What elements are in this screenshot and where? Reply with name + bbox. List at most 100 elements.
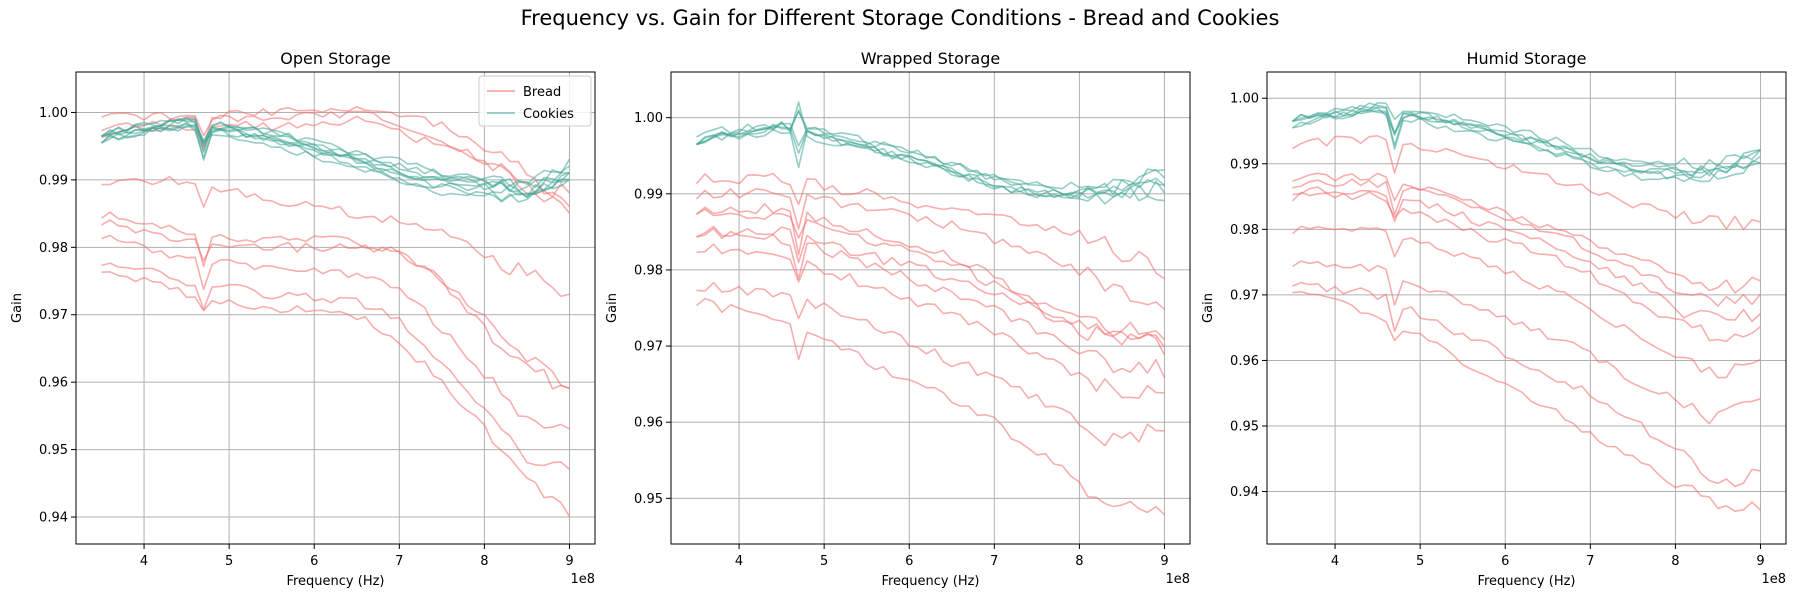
chart-panel-2: 4 5 6 7 8 9 0.95 0.96 0.97 0.98 0.99 1.00 Wrapped St… xyxy=(605,49,1191,589)
x-axis-label: Frequency (Hz) xyxy=(286,574,384,589)
x-tick-label: 5 xyxy=(1416,554,1424,569)
chart-title: Humid Storage xyxy=(1466,49,1586,68)
bread-series-line xyxy=(695,172,1165,280)
bread-series-line xyxy=(696,208,1166,348)
y-tick-label: 1.00 xyxy=(39,106,68,121)
y-tick-label: 0.94 xyxy=(39,511,68,526)
x-axis-offset-label: 1e8 xyxy=(570,572,595,587)
x-tick-label: 8 xyxy=(480,554,488,569)
bread-series-line xyxy=(1291,225,1761,379)
bread-series-line xyxy=(1292,290,1762,512)
y-tick-label: 0.95 xyxy=(39,443,68,458)
bread-series-line xyxy=(101,234,570,430)
x-tick-label: 9 xyxy=(1756,554,1764,569)
bread-series-line xyxy=(1292,135,1761,231)
bread-series-line xyxy=(695,203,1166,341)
legend: Bread Cookies xyxy=(478,75,592,127)
y-tick-label: 0.95 xyxy=(634,492,663,507)
bread-series-line xyxy=(695,297,1166,516)
cookies-series-line xyxy=(1292,109,1761,176)
cookies-series-line xyxy=(1292,107,1761,183)
bread-series-line xyxy=(101,219,570,390)
y-tick-label: 0.97 xyxy=(634,340,663,355)
x-tick-label: 6 xyxy=(1501,554,1509,569)
chart-panel-1: 4 5 6 7 8 9 0.94 0.95 0.96 0.97 0.98 0.99 1.00 Open S… xyxy=(10,49,596,589)
chart-title: Wrapped Storage xyxy=(861,49,1000,68)
cookies-series-line xyxy=(101,125,570,203)
chart-title: Open Storage xyxy=(280,49,390,68)
x-tick-label: 9 xyxy=(565,554,573,569)
bread-series-line xyxy=(101,262,571,471)
bread-series-line xyxy=(696,227,1166,379)
y-tick-label: 0.98 xyxy=(1230,223,1259,238)
y-tick-label: 0.96 xyxy=(1230,354,1259,369)
x-tick-label: 6 xyxy=(310,554,318,569)
y-tick-label: 0.97 xyxy=(1230,288,1259,303)
legend-label-cookies: Cookies xyxy=(523,107,574,122)
y-tick-label: 0.98 xyxy=(634,263,663,278)
x-tick-label: 4 xyxy=(140,554,148,569)
y-tick-label: 0.99 xyxy=(634,187,663,202)
bread-series-line xyxy=(696,243,1165,399)
x-tick-label: 8 xyxy=(1671,554,1679,569)
figure-title: Frequency vs. Gain for Different Storage… xyxy=(520,6,1280,30)
bread-series-line xyxy=(1292,281,1761,488)
series-group xyxy=(695,101,1166,516)
chart-panel-3: 4 5 6 7 8 9 0.94 0.95 0.96 0.97 0.98 0.99 1.00 Humid … xyxy=(1201,49,1787,589)
y-tick-label: 0.95 xyxy=(1230,420,1259,435)
bread-series-line xyxy=(1292,260,1761,425)
x-tick-label: 4 xyxy=(735,554,743,569)
bread-series-line xyxy=(695,188,1166,310)
x-tick-label: 7 xyxy=(395,554,403,569)
x-axis-offset-label: 1e8 xyxy=(1165,572,1190,587)
x-axis-label: Frequency (Hz) xyxy=(1477,574,1575,589)
cookies-series-line xyxy=(101,124,571,203)
cookies-series-line xyxy=(1292,102,1761,172)
cookies-series-line xyxy=(696,122,1165,199)
legend-label-bread: Bread xyxy=(523,85,561,100)
series-group xyxy=(1291,102,1762,512)
cookies-series-line xyxy=(1292,109,1761,183)
x-axis-offset-label: 1e8 xyxy=(1761,572,1786,587)
bread-series-line xyxy=(101,175,570,298)
x-tick-label: 8 xyxy=(1075,554,1083,569)
cookies-series-line xyxy=(696,109,1165,205)
x-tick-label: 7 xyxy=(1586,554,1594,569)
x-tick-label: 5 xyxy=(820,554,828,569)
x-tick-label: 9 xyxy=(1160,554,1168,569)
axes-frame xyxy=(1266,71,1787,545)
y-tick-label: 0.94 xyxy=(1230,485,1259,500)
y-axis-label: Gain xyxy=(605,293,620,323)
axes-frame xyxy=(75,71,596,545)
bread-series-line xyxy=(1292,186,1762,323)
y-tick-label: 1.00 xyxy=(634,111,663,126)
bread-series-line xyxy=(696,225,1166,356)
y-tick-label: 0.97 xyxy=(39,308,68,323)
y-tick-label: 0.96 xyxy=(39,376,68,391)
axes-frame xyxy=(670,71,1191,545)
bread-series-line xyxy=(1292,172,1761,294)
y-tick-label: 0.98 xyxy=(39,241,68,256)
x-tick-label: 5 xyxy=(225,554,233,569)
y-tick-label: 0.99 xyxy=(1230,157,1259,172)
bread-series-line xyxy=(696,281,1165,447)
cookies-series-line xyxy=(696,101,1165,202)
bread-series-line xyxy=(1292,178,1762,307)
cookies-series-line xyxy=(101,116,570,198)
y-tick-label: 0.99 xyxy=(39,173,68,188)
y-tick-label: 0.96 xyxy=(634,416,663,431)
y-tick-label: 1.00 xyxy=(1230,92,1259,107)
cookies-series-line xyxy=(696,110,1166,190)
bread-series-line xyxy=(101,271,571,518)
bread-series-line xyxy=(101,211,570,390)
x-tick-label: 7 xyxy=(990,554,998,569)
bread-series-line xyxy=(1291,191,1761,343)
y-axis-label: Gain xyxy=(10,293,25,323)
bread-series-line xyxy=(101,110,571,214)
y-axis-label: Gain xyxy=(1201,293,1216,323)
x-tick-label: 4 xyxy=(1331,554,1339,569)
series-group xyxy=(100,105,571,518)
x-axis-label: Frequency (Hz) xyxy=(881,574,979,589)
